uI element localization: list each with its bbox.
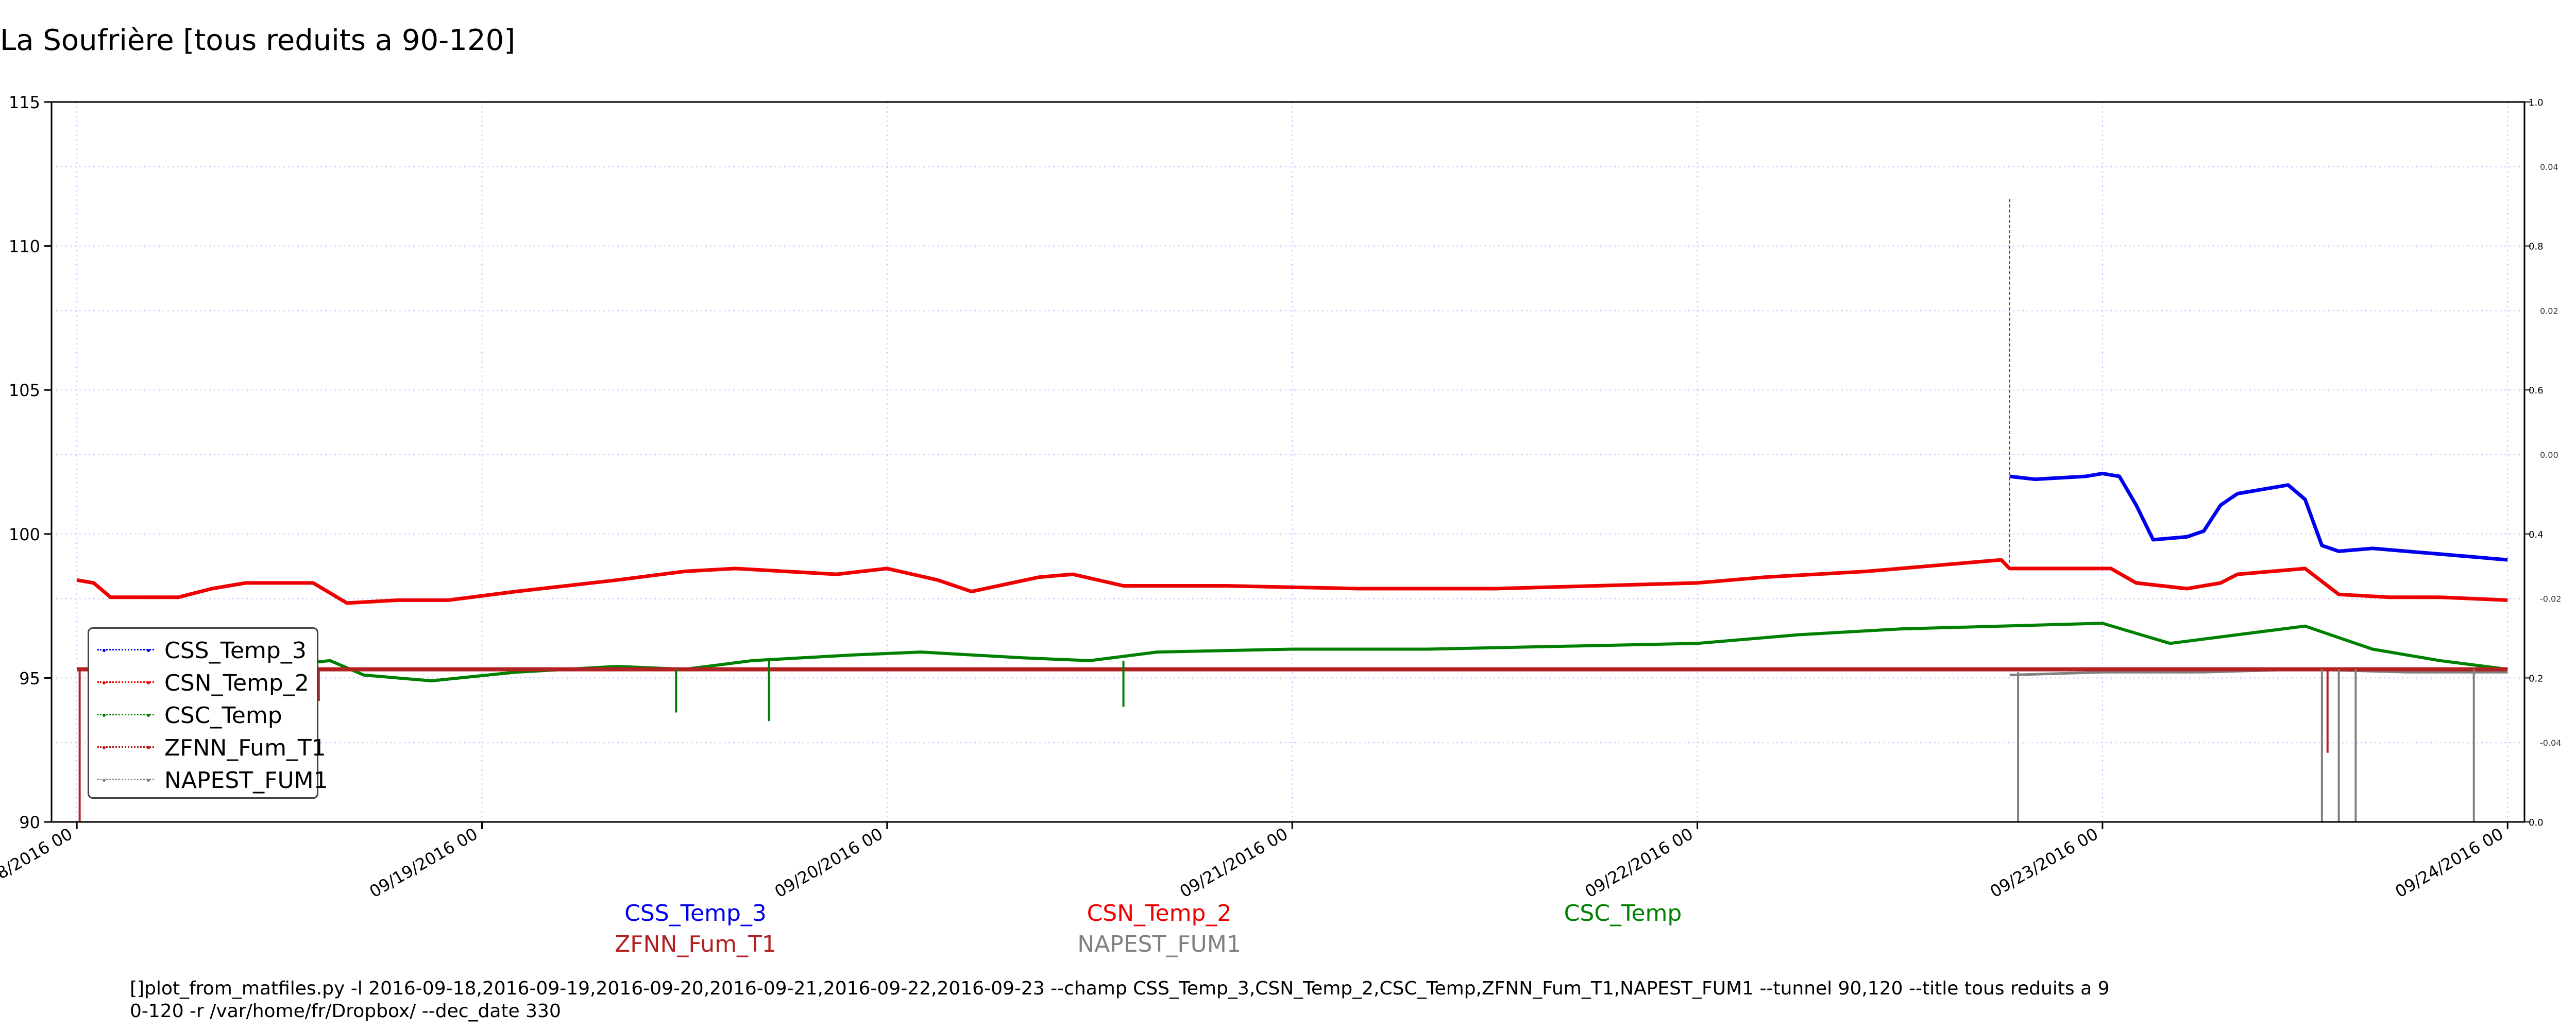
grid-lines	[52, 101, 2524, 822]
right-outer-tick-label: 0.2	[2529, 673, 2544, 684]
caption-napest-fum1: NAPEST_FUM1	[1077, 931, 1241, 957]
right-inner-tick-label: 0.04	[2540, 162, 2558, 172]
legend-swatch-csc-temp	[97, 713, 154, 717]
legend-item-napest-fum1: NAPEST_FUM1	[97, 765, 328, 796]
legend-marker	[103, 713, 106, 717]
x-tick-label: 09/23/2016 00	[1987, 824, 2102, 902]
chart-title: La Soufrière [tous reduits a 90-120]	[0, 24, 516, 57]
y-tick-label: 100	[9, 525, 40, 544]
y-tick-label: 110	[9, 237, 40, 256]
legend-marker	[147, 713, 150, 717]
legend-item-css-temp-3: CSS_Temp_3	[97, 635, 307, 666]
caption-csn-temp-2: CSN_Temp_2	[1087, 900, 1232, 926]
legend-item-csc-temp: CSC_Temp	[97, 700, 282, 731]
right-outer-tick-label: 0.6	[2529, 385, 2544, 396]
legend: CSS_Temp_3 CSN_Temp_2 CSC_Temp ZFNN_Fum_…	[88, 627, 328, 799]
y-tick-label: 95	[19, 668, 40, 688]
legend-marker	[147, 778, 150, 782]
right-inner-tick-label: 0.02	[2540, 306, 2558, 316]
y-tick-label: 90	[19, 813, 40, 832]
series-line-css-temp-3	[2009, 471, 2508, 562]
x-tick-label: 09/19/2016 00	[366, 824, 481, 902]
x-tick-label: 09/24/2016 00	[2392, 824, 2506, 902]
right-outer-tick-label: 0.4	[2529, 529, 2544, 540]
x-tick-label: 09/20/2016 00	[771, 824, 886, 902]
legend-label: CSS_Temp_3	[164, 637, 307, 664]
right-outer-tick-label: 0.0	[2529, 817, 2544, 828]
legend-item-csn-temp-2: CSN_Temp_2	[97, 667, 309, 698]
legend-marker	[147, 746, 150, 749]
legend-label: NAPEST_FUM1	[164, 767, 328, 794]
legend-marker	[103, 681, 106, 684]
right-outer-tick-label: 0.8	[2529, 242, 2544, 252]
y-tick-label: 105	[9, 381, 40, 400]
legend-item-zfnn-fum-t1: ZFNN_Fum_T1	[97, 732, 326, 763]
x-tick-label: 09/21/2016 00	[1176, 824, 1291, 902]
right-inner-tick-label: -0.02	[2540, 594, 2561, 604]
series-lines	[76, 197, 2508, 822]
legend-swatch-css-temp-3	[97, 648, 154, 653]
legend-swatch-napest-fum1	[97, 778, 154, 782]
right-inner-tick-label: -0.04	[2540, 738, 2561, 748]
x-tick-label: 09/18/2016 00	[0, 824, 76, 902]
caption-css-temp-3: CSS_Temp_3	[624, 900, 767, 926]
series-line-csn-temp-2	[76, 558, 2508, 605]
legend-marker	[103, 648, 106, 652]
legend-label: ZFNN_Fum_T1	[164, 734, 326, 761]
right-outer-tick-label: 1.0	[2529, 97, 2544, 108]
axes: 90 95 100 105 110 115 -0.04 -0.02 0.00 0.02 0.04 0.…	[0, 93, 2561, 902]
legend-swatch-csn-temp-2	[97, 681, 154, 685]
command-line-text: []plot_from_matfiles.py -l 2016-09-18,20…	[130, 978, 2110, 1022]
legend-marker	[103, 778, 106, 782]
y-tick-label: 115	[9, 93, 40, 112]
legend-swatch-zfnn-fum-t1	[97, 746, 154, 750]
series-line-csc-temp	[77, 622, 2508, 682]
legend-marker	[103, 746, 106, 749]
plot-frame	[50, 101, 2526, 823]
legend-label: CSC_Temp	[164, 702, 282, 729]
caption-csc-temp: CSC_Temp	[1564, 900, 1682, 926]
x-tick-label: 09/22/2016 00	[1582, 824, 1697, 902]
legend-label: CSN_Temp_2	[164, 670, 309, 696]
legend-marker	[147, 648, 150, 652]
legend-marker	[147, 681, 150, 684]
caption-zfnn-fum-t1: ZFNN_Fum_T1	[615, 931, 776, 957]
right-inner-tick-label: 0.00	[2540, 450, 2558, 460]
